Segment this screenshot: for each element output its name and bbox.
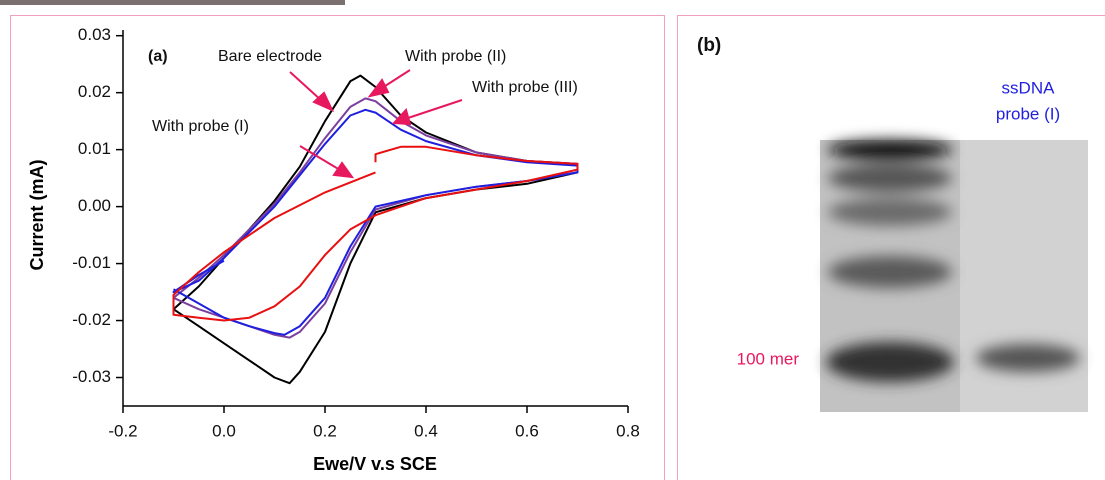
arrow	[299, 145, 341, 171]
y-tick-label: 0.00	[78, 196, 111, 215]
gel-image	[820, 140, 1088, 412]
arrow	[407, 99, 463, 119]
image-strip	[0, 0, 345, 5]
panel-label: (b)	[697, 35, 721, 56]
y-tick-label: 0.01	[78, 139, 111, 158]
panel-label: (a)	[148, 48, 168, 65]
arrows	[289, 69, 463, 179]
marker-label: 100 mer	[737, 349, 800, 368]
annotation: With probe (II)	[405, 48, 506, 65]
arrowhead	[391, 108, 412, 126]
y-tick-label: 0.03	[78, 25, 111, 44]
y-tick-label: -0.02	[72, 310, 111, 329]
x-tick-label: 0.0	[212, 421, 236, 440]
y-axis-label: Current (mA)	[27, 159, 47, 270]
lane-label: probe (I)	[996, 104, 1060, 123]
plot: 0.03 0.02 0.01 0.00 -0.01 -0.02 -0.03 -0.2 0.0 0.…	[72, 25, 640, 440]
arrowhead	[332, 161, 355, 179]
arrowhead	[367, 78, 390, 98]
annotation: With probe (I)	[152, 118, 249, 135]
y-tick-label: 0.02	[78, 82, 111, 101]
x-tick-label: 0.8	[616, 421, 640, 440]
x-axis-label: Ewe/V v.s SCE	[313, 454, 437, 474]
cv-curve	[172, 108, 579, 336]
annotation: Bare electrode	[218, 48, 322, 65]
arrow	[381, 69, 411, 89]
x-tick-label: 0.6	[515, 421, 539, 440]
arrow	[289, 71, 323, 102]
lane-label: ssDNA	[1002, 78, 1056, 97]
y-tick-label: -0.01	[72, 253, 111, 272]
y-tick-label: -0.03	[72, 367, 111, 386]
panel-b-border	[677, 15, 1105, 480]
x-tick-label: 0.4	[414, 421, 438, 440]
panel-a-border	[10, 15, 665, 480]
cv-curve	[172, 145, 579, 322]
x-tick-label: 0.2	[313, 421, 337, 440]
annotation: With probe (III)	[472, 79, 578, 96]
arrowhead	[312, 91, 335, 113]
x-tick-label: -0.2	[108, 421, 137, 440]
